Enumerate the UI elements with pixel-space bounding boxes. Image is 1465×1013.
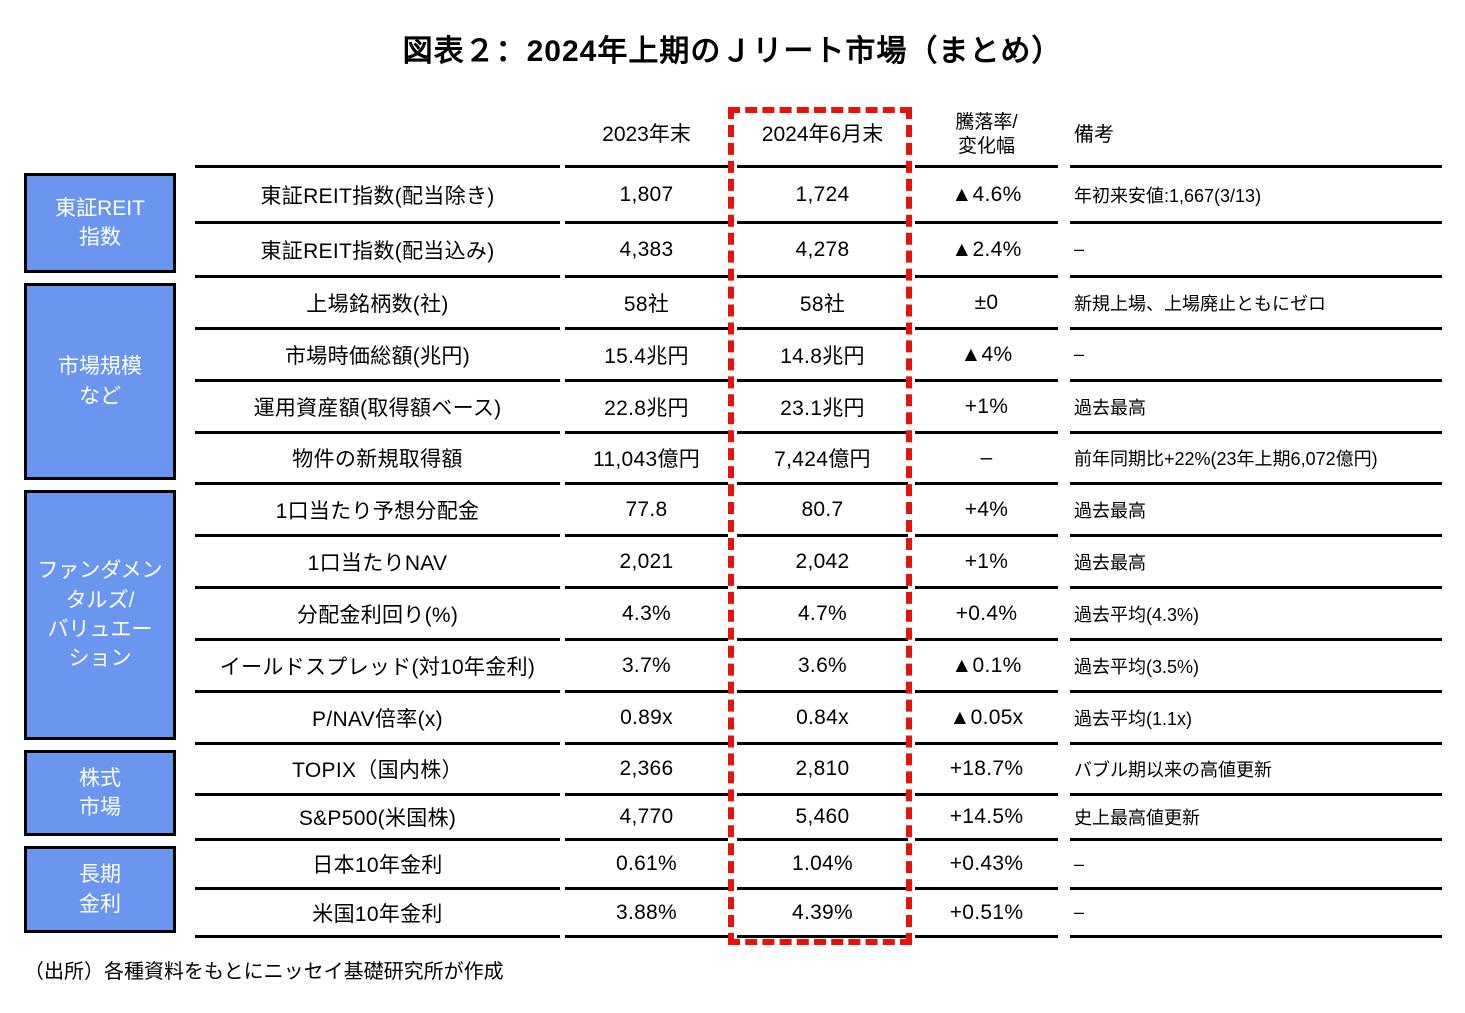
cell-v2023-row-0: 1,807	[565, 168, 728, 224]
cell-v2024-row-13: 1.04%	[737, 841, 908, 890]
header-2023: 2023年末	[565, 105, 728, 168]
cell-note-row-11: バブル期以来の高値更新	[1070, 745, 1442, 796]
header-2024: 2024年6月末	[737, 105, 908, 168]
group-label-4: 長期 金利	[24, 846, 176, 933]
cell-v2023-row-6: 77.8	[565, 485, 728, 537]
cell-label-row-12: S&P500(米国株)	[195, 796, 560, 841]
cell-label-row-0: 東証REIT指数(配当除き)	[195, 168, 560, 224]
group-label-1: 市場規模 など	[24, 283, 176, 480]
cell-v2024-row-3: 14.8兆円	[737, 330, 908, 382]
cell-v2023-row-5: 11,043億円	[565, 434, 728, 485]
cell-label-row-2: 上場銘柄数(社)	[195, 278, 560, 330]
cell-note-row-8: 過去平均(4.3%)	[1070, 589, 1442, 641]
cell-note-row-1: –	[1070, 224, 1442, 278]
group-label-0: 東証REIT 指数	[24, 173, 176, 273]
cell-v2024-row-7: 2,042	[737, 537, 908, 589]
cell-v2023-row-14: 3.88%	[565, 890, 728, 938]
cell-label-row-8: 分配金利回り(%)	[195, 589, 560, 641]
cell-change-row-3: ▲4%	[915, 330, 1058, 382]
cell-label-row-4: 運用資産額(取得額ベース)	[195, 382, 560, 434]
cell-change-row-10: ▲0.05x	[915, 693, 1058, 745]
cell-v2024-row-1: 4,278	[737, 224, 908, 278]
cell-note-row-13: –	[1070, 841, 1442, 890]
cell-label-row-1: 東証REIT指数(配当込み)	[195, 224, 560, 278]
cell-v2024-row-10: 0.84x	[737, 693, 908, 745]
cell-change-row-6: +4%	[915, 485, 1058, 537]
cell-note-row-9: 過去平均(3.5%)	[1070, 641, 1442, 693]
cell-change-row-4: +1%	[915, 382, 1058, 434]
cell-v2023-row-2: 58社	[565, 278, 728, 330]
cell-label-row-9: イールドスプレッド(対10年金利)	[195, 641, 560, 693]
group-label-3: 株式 市場	[24, 750, 176, 836]
cell-label-row-11: TOPIX（国内株）	[195, 745, 560, 796]
cell-v2024-row-4: 23.1兆円	[737, 382, 908, 434]
cell-note-row-14: –	[1070, 890, 1442, 938]
cell-label-row-13: 日本10年金利	[195, 841, 560, 890]
cell-v2024-row-5: 7,424億円	[737, 434, 908, 485]
group-label-2: ファンダメン タルズ/ バリュエー ション	[24, 490, 176, 740]
cell-v2024-row-0: 1,724	[737, 168, 908, 224]
cell-change-row-11: +18.7%	[915, 745, 1058, 796]
cell-label-row-7: 1口当たりNAV	[195, 537, 560, 589]
cell-v2024-row-6: 80.7	[737, 485, 908, 537]
cell-change-row-8: +0.4%	[915, 589, 1058, 641]
cell-change-row-12: +14.5%	[915, 796, 1058, 841]
cell-v2023-row-12: 4,770	[565, 796, 728, 841]
cell-v2023-row-9: 3.7%	[565, 641, 728, 693]
cell-v2024-row-8: 4.7%	[737, 589, 908, 641]
cell-v2024-row-11: 2,810	[737, 745, 908, 796]
header-change: 騰落率/ 変化幅	[915, 105, 1058, 168]
cell-v2024-row-2: 58社	[737, 278, 908, 330]
header-note: 備考	[1070, 105, 1442, 168]
cell-v2023-row-1: 4,383	[565, 224, 728, 278]
cell-note-row-10: 過去平均(1.1x)	[1070, 693, 1442, 745]
cell-note-row-12: 史上最高値更新	[1070, 796, 1442, 841]
cell-change-row-7: +1%	[915, 537, 1058, 589]
cell-v2024-row-12: 5,460	[737, 796, 908, 841]
cell-label-row-10: P/NAV倍率(x)	[195, 693, 560, 745]
cell-v2023-row-8: 4.3%	[565, 589, 728, 641]
cell-v2023-row-10: 0.89x	[565, 693, 728, 745]
cell-change-row-2: ±0	[915, 278, 1058, 330]
cell-note-row-7: 過去最高	[1070, 537, 1442, 589]
cell-change-row-14: +0.51%	[915, 890, 1058, 938]
cell-note-row-2: 新規上場、上場廃止ともにゼロ	[1070, 278, 1442, 330]
header-item-column-spacer	[195, 105, 560, 168]
cell-label-row-6: 1口当たり予想分配金	[195, 485, 560, 537]
figure-title: 図表２：2024年上期のＪリート市場（まとめ）	[402, 35, 1063, 68]
cell-v2023-row-3: 15.4兆円	[565, 330, 728, 382]
cell-v2023-row-4: 22.8兆円	[565, 382, 728, 434]
cell-change-row-13: +0.43%	[915, 841, 1058, 890]
cell-v2024-row-14: 4.39%	[737, 890, 908, 938]
cell-label-row-5: 物件の新規取得額	[195, 434, 560, 485]
cell-change-row-1: ▲2.4%	[915, 224, 1058, 278]
cell-note-row-3: –	[1070, 330, 1442, 382]
source-note: （出所）各種資料をもとにニッセイ基礎研究所が作成	[24, 961, 504, 983]
cell-note-row-4: 過去最高	[1070, 382, 1442, 434]
cell-change-row-9: ▲0.1%	[915, 641, 1058, 693]
cell-v2023-row-13: 0.61%	[565, 841, 728, 890]
cell-label-row-3: 市場時価総額(兆円)	[195, 330, 560, 382]
cell-v2023-row-11: 2,366	[565, 745, 728, 796]
cell-label-row-14: 米国10年金利	[195, 890, 560, 938]
cell-v2023-row-7: 2,021	[565, 537, 728, 589]
cell-note-row-6: 過去最高	[1070, 485, 1442, 537]
cell-v2024-row-9: 3.6%	[737, 641, 908, 693]
cell-change-row-5: –	[915, 434, 1058, 485]
cell-change-row-0: ▲4.6%	[915, 168, 1058, 224]
cell-note-row-5: 前年同期比+22%(23年上期6,072億円)	[1070, 434, 1442, 485]
cell-note-row-0: 年初来安値:1,667(3/13)	[1070, 168, 1442, 224]
